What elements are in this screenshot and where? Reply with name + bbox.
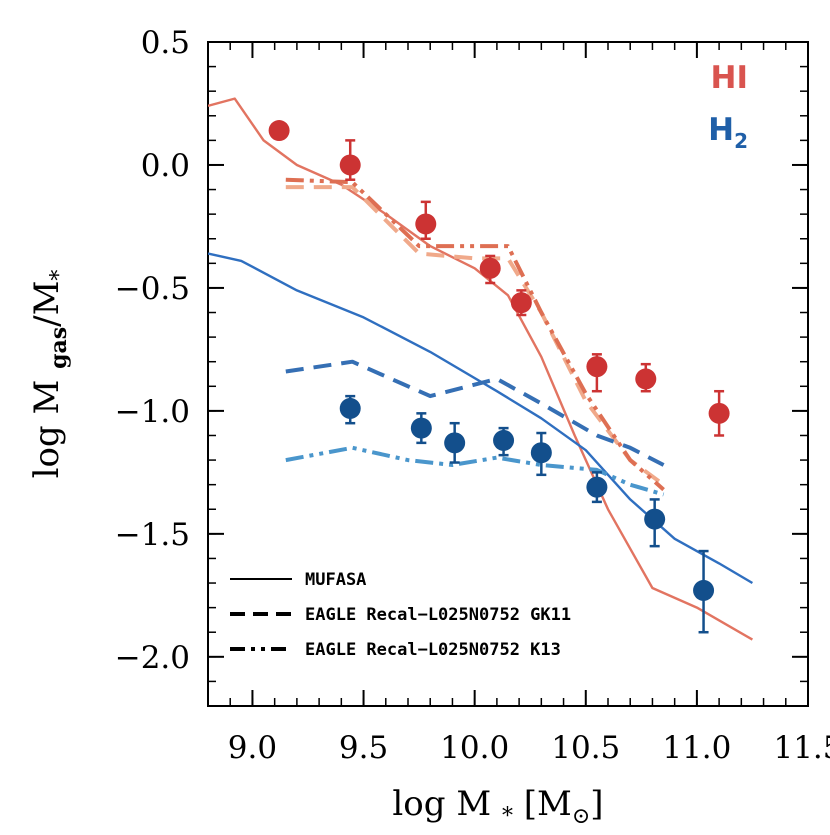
y-tick-label: −1.0 xyxy=(115,394,190,430)
points-layer xyxy=(268,120,730,634)
species-label-sub: 2 xyxy=(734,129,748,153)
plot-frame xyxy=(207,41,809,707)
x-tick-label: 10.5 xyxy=(551,730,620,766)
data-point xyxy=(708,402,730,424)
legend-label: MUFASA xyxy=(305,570,366,590)
x-axis-label-unit: [M xyxy=(513,784,572,824)
x-axis-label-main: log M xyxy=(392,784,502,824)
species-label: H2 xyxy=(708,112,748,153)
y-axis-label-tail: /M xyxy=(27,281,67,327)
species-label: HI xyxy=(711,60,748,96)
data-point xyxy=(530,442,552,464)
x-tick-label: 9.0 xyxy=(228,730,277,766)
series-line-h2-gk11 xyxy=(285,359,665,467)
legend-label: EAGLE Recal−L025N0752 GK11 xyxy=(305,605,571,625)
series-layer xyxy=(208,97,754,641)
species-label-main: HI xyxy=(711,60,748,96)
series-line-hi-gk11 xyxy=(285,185,665,487)
data-point xyxy=(586,356,608,378)
data-point xyxy=(493,429,515,451)
y-tick-label: −1.5 xyxy=(115,517,190,553)
data-point xyxy=(586,476,608,498)
y-axis-label-tail-sub: * xyxy=(47,270,72,281)
y-tick-label: 0.5 xyxy=(141,25,190,61)
data-point xyxy=(635,368,657,390)
axes-layer: 9.0 9.5 10.0 10.5 11.0 11.5 0.5 0.0 −0.5 −1.0 −1.5… xyxy=(115,25,830,766)
legend-label: EAGLE Recal−L025N0752 K13 xyxy=(305,640,561,660)
x-axis-label-unit-sub: ⊙ xyxy=(572,804,590,829)
x-tick-label: 11.5 xyxy=(773,730,830,766)
series-points-h2-points xyxy=(339,394,715,634)
series-points-hi-points xyxy=(268,120,730,437)
data-point xyxy=(339,154,361,176)
x-axis-label-unit-close: ] xyxy=(590,784,603,824)
series-line-hi-k13 xyxy=(285,177,665,492)
x-axis-label: log M * [M⊙] xyxy=(392,784,603,829)
y-axis-label-main: log M xyxy=(27,369,67,479)
x-tick-label: 11.0 xyxy=(662,730,731,766)
data-point xyxy=(479,257,501,279)
species-label-main: H xyxy=(708,112,734,148)
y-tick-label: −2.0 xyxy=(115,640,190,676)
y-axis-label: log M gas/M* xyxy=(27,270,72,479)
data-point xyxy=(510,292,532,314)
x-tick-label: 10.0 xyxy=(440,730,509,766)
series-line-h2-mufasa xyxy=(208,252,754,585)
data-point xyxy=(339,397,361,419)
series-line-hi-mufasa xyxy=(208,97,753,641)
data-point xyxy=(444,432,466,454)
y-tick-label: 0.0 xyxy=(141,148,190,184)
data-point xyxy=(415,213,437,235)
x-axis-label-sub: * xyxy=(502,804,513,829)
y-axis-label-sub: gas xyxy=(46,327,72,369)
data-point xyxy=(410,417,432,439)
x-tick-label: 9.5 xyxy=(339,730,388,766)
data-point xyxy=(693,579,715,601)
y-tick-label: −0.5 xyxy=(115,271,190,307)
data-point xyxy=(268,120,290,142)
data-point xyxy=(644,508,666,530)
legend: MUFASA EAGLE Recal−L025N0752 GK11 EAGLE Re… xyxy=(230,570,571,660)
